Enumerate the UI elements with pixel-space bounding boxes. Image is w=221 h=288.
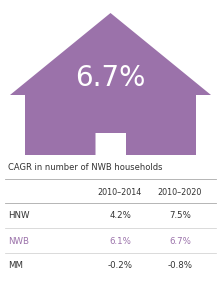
Text: 7.5%: 7.5% [169, 211, 191, 221]
Text: NWB: NWB [8, 236, 29, 245]
Text: 6.7%: 6.7% [75, 64, 146, 92]
Polygon shape [10, 13, 211, 155]
Text: -0.8%: -0.8% [168, 262, 192, 270]
Polygon shape [95, 133, 126, 155]
Text: CAGR in number of NWB households: CAGR in number of NWB households [8, 163, 162, 172]
Text: 6.1%: 6.1% [109, 236, 131, 245]
Text: -0.2%: -0.2% [107, 262, 133, 270]
Text: HNW: HNW [8, 211, 29, 221]
Text: 2010–2020: 2010–2020 [158, 188, 202, 197]
Text: 4.2%: 4.2% [109, 211, 131, 221]
Text: MM: MM [8, 262, 23, 270]
Text: 2010–2014: 2010–2014 [98, 188, 142, 197]
Text: 6.7%: 6.7% [169, 236, 191, 245]
